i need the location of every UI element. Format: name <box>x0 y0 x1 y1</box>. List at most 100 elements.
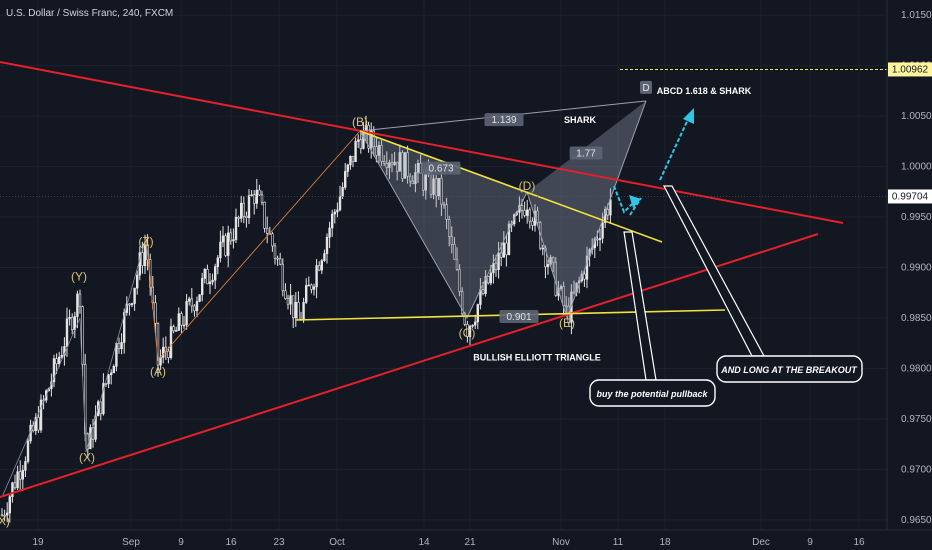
annotation-text: ABCD 1.618 & SHARK <box>657 86 752 96</box>
ratio-label: 0.901 <box>506 312 531 323</box>
candle-body <box>310 284 313 290</box>
x-tick-label: 14 <box>418 537 430 548</box>
candle-body <box>214 266 217 281</box>
x-tick-label: Dec <box>752 537 770 548</box>
candle-body <box>382 161 386 164</box>
candle-body <box>3 514 6 517</box>
candle-body <box>182 324 186 327</box>
candle-body <box>234 216 238 240</box>
candle-body <box>37 417 40 431</box>
candle-body <box>224 235 227 256</box>
candle-body <box>505 242 508 255</box>
candle-body <box>255 189 258 204</box>
candle-body <box>437 177 440 197</box>
candle-body <box>276 257 279 260</box>
candle-body <box>541 247 545 250</box>
candle-body <box>112 366 116 374</box>
candle-body <box>317 265 321 271</box>
candle-body <box>245 215 248 218</box>
candle-body <box>242 202 245 217</box>
candle-body <box>271 233 274 247</box>
candle-body <box>455 258 459 270</box>
candle-body <box>304 285 308 303</box>
candle-body <box>180 313 183 326</box>
wave-label: (D) <box>519 179 536 193</box>
candle-body <box>188 298 191 302</box>
drawing-layer <box>0 61 887 498</box>
candle-body <box>564 305 568 308</box>
candle-body <box>21 470 24 480</box>
candle-body <box>289 295 292 305</box>
candle-body <box>172 326 175 332</box>
wave-label: (Y) <box>71 270 87 284</box>
x-tick-label: 16 <box>225 537 237 548</box>
x-tick-label: 21 <box>464 537 476 548</box>
lower-trendline <box>0 233 819 498</box>
candle-body <box>206 269 209 285</box>
candle-body <box>237 216 240 219</box>
wave-abc-lines <box>145 130 361 362</box>
candle-body <box>216 257 219 267</box>
candle-body <box>408 175 412 182</box>
callout-box-breakout <box>716 355 863 383</box>
candle-body <box>57 356 61 365</box>
candle-body <box>559 286 563 289</box>
candle-body <box>546 264 550 268</box>
candle-body <box>211 279 214 283</box>
label-layer: buy the potential pullback AND LONG AT TH… <box>0 80 858 528</box>
candle-body <box>385 162 388 168</box>
wave-label: (C) <box>459 326 476 340</box>
candle-body <box>583 273 586 280</box>
candle-body <box>291 295 295 319</box>
candle-body <box>499 252 503 258</box>
candle-body <box>0 514 4 517</box>
candle-body <box>8 496 11 514</box>
wave-label: (Z) <box>138 234 153 248</box>
wave-label: (E) <box>559 316 575 330</box>
ratio-badge <box>484 113 524 127</box>
candle-body <box>130 303 134 306</box>
y-tick-label: 0.96500 <box>901 515 932 526</box>
candle-body <box>60 355 64 358</box>
callout-text-pullback: buy the potential pullback <box>596 389 708 399</box>
candle-body <box>520 205 524 211</box>
candle-body <box>403 152 407 179</box>
candle-body <box>596 238 599 241</box>
candle-body <box>99 401 103 415</box>
candle-body <box>68 316 71 320</box>
candle-body <box>240 202 243 219</box>
candle-body <box>229 232 232 242</box>
x-tick-label: Nov <box>552 537 570 548</box>
candle-body <box>390 162 394 165</box>
annotation-text: SHARK <box>564 115 597 125</box>
candle-body <box>110 372 113 376</box>
candle-body <box>81 306 84 365</box>
pattern-triangle-shark <box>527 101 646 318</box>
x-tick-label: 9 <box>807 537 813 548</box>
candle-body <box>440 177 443 205</box>
candle-body <box>18 471 22 480</box>
candle-body <box>128 303 131 306</box>
candle-body <box>312 286 316 290</box>
candle-body <box>442 203 446 206</box>
candle-body <box>336 209 339 213</box>
candle-body <box>34 417 38 431</box>
candle-body <box>227 232 230 256</box>
candle-body <box>123 312 126 343</box>
candle-body <box>549 257 552 265</box>
candle-body <box>221 235 225 243</box>
small-up-arrow <box>629 197 642 216</box>
candle-body <box>154 302 157 324</box>
candle-body <box>258 189 261 196</box>
candle-body <box>484 276 487 294</box>
candle-body <box>102 383 105 415</box>
bd-resistance-line <box>359 130 663 243</box>
candle-body <box>198 294 201 302</box>
